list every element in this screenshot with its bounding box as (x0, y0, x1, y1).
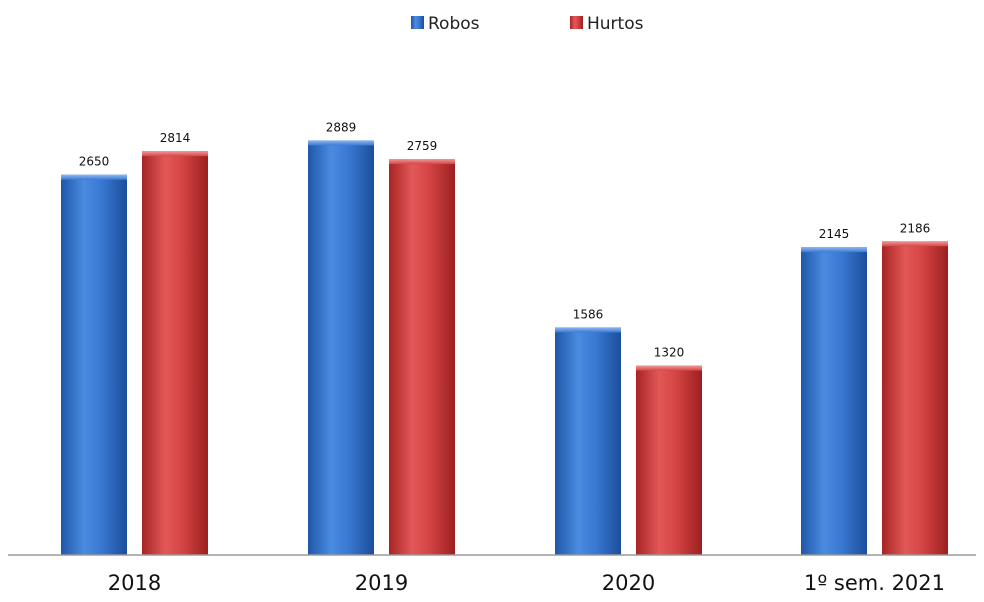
category-label-2: 2020 (602, 571, 655, 595)
bar-cap-hurtos-3 (882, 241, 948, 247)
legend: Robos Hurtos (411, 14, 644, 34)
value-label-robos-1: 2889 (326, 120, 357, 134)
bar-robos-2 (555, 327, 621, 555)
value-label-hurtos-1: 2759 (407, 139, 438, 153)
legend-item-robos: Robos (411, 14, 480, 34)
value-label-hurtos-0: 2814 (160, 131, 191, 145)
bars-group (61, 140, 948, 556)
bar-cap-hurtos-2 (636, 365, 702, 371)
value-label-robos-3: 2145 (819, 227, 850, 241)
category-labels-group: 2018 2019 2020 1º sem. 2021 (108, 571, 945, 595)
bar-hurtos-1 (389, 159, 455, 555)
bar-robos-0 (61, 174, 127, 555)
legend-swatch-hurtos (570, 16, 583, 29)
bar-hurtos-0 (142, 151, 208, 556)
bar-robos-3 (801, 247, 867, 555)
bar-cap-robos-3 (801, 247, 867, 253)
bar-cap-robos-2 (555, 327, 621, 333)
bar-cap-hurtos-1 (389, 159, 455, 165)
value-label-robos-2: 1586 (573, 307, 604, 321)
legend-item-hurtos: Hurtos (570, 14, 644, 34)
bar-cap-robos-0 (61, 174, 127, 180)
bar-cap-robos-1 (308, 140, 374, 146)
legend-label-robos: Robos (428, 14, 480, 34)
legend-label-hurtos: Hurtos (587, 14, 644, 34)
category-label-0: 2018 (108, 571, 161, 595)
bar-robos-1 (308, 140, 374, 555)
bar-hurtos-3 (882, 241, 948, 555)
value-labels-group: 2650 2814 2889 2759 1586 1320 2145 2186 (79, 120, 931, 359)
category-label-3: 1º sem. 2021 (804, 571, 945, 595)
value-label-robos-0: 2650 (79, 155, 110, 169)
bar-cap-hurtos-0 (142, 151, 208, 157)
legend-swatch-robos (411, 16, 424, 29)
value-label-hurtos-2: 1320 (654, 346, 685, 360)
value-label-hurtos-3: 2186 (900, 221, 931, 235)
category-label-1: 2019 (355, 571, 408, 595)
bar-hurtos-2 (636, 365, 702, 555)
